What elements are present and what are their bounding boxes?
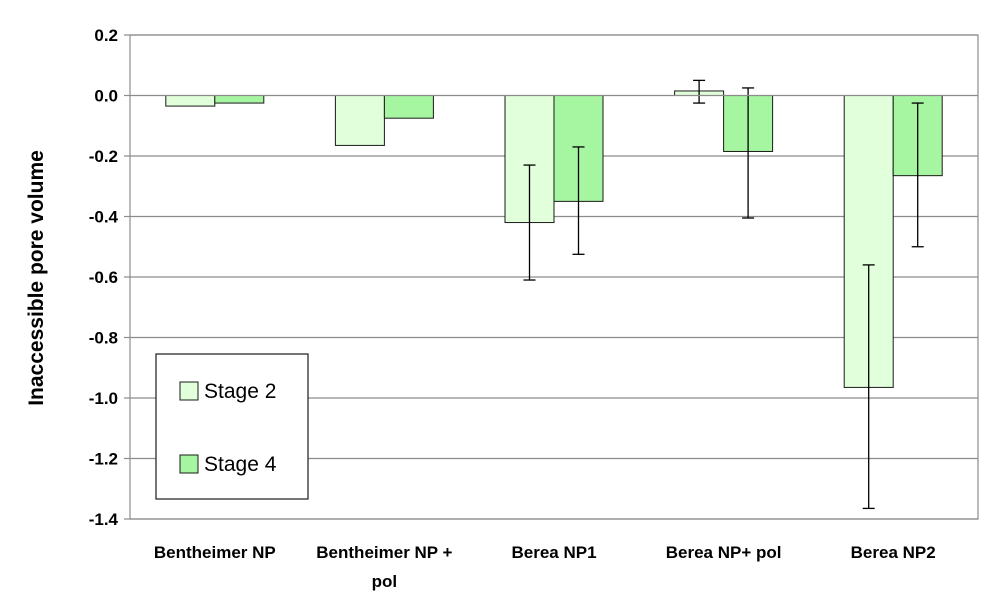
labels: 0.2 0.0 -0.2 -0.4 -0.6 -0.8 -1.0 -1.2 -1.4 Benthe… bbox=[89, 26, 936, 591]
bar-stage-4 bbox=[383, 95, 434, 119]
y-tick-label: -0.4 bbox=[89, 208, 119, 227]
axes bbox=[124, 34, 979, 520]
error-bar bbox=[742, 87, 755, 219]
y-tick-label: -1.4 bbox=[89, 510, 119, 529]
error-bar bbox=[523, 164, 536, 281]
y-tick-label: -0.2 bbox=[89, 147, 118, 166]
x-category-label: Berea NP2 bbox=[851, 543, 936, 562]
legend-swatch bbox=[179, 454, 199, 474]
y-tick-label: 0.2 bbox=[94, 26, 118, 45]
error-bar bbox=[862, 264, 875, 510]
legend: Stage 2 Stage 4 bbox=[155, 353, 309, 500]
legend-label: Stage 2 bbox=[204, 380, 276, 403]
error-bar bbox=[572, 146, 585, 255]
bars bbox=[165, 90, 943, 388]
y-tick-label: 0.0 bbox=[94, 87, 118, 106]
legend-swatch bbox=[179, 381, 199, 401]
x-category-label: Berea NP1 bbox=[511, 543, 596, 562]
legend-box bbox=[155, 353, 309, 500]
y-axis-title: Inaccessible pore volume bbox=[25, 150, 48, 406]
x-category-label: Berea NP+ pol bbox=[666, 543, 782, 562]
y-tick-label: -1.0 bbox=[89, 389, 118, 408]
error-bar bbox=[693, 79, 706, 104]
y-tick-label: -0.8 bbox=[89, 329, 118, 348]
bar-stage-2 bbox=[334, 95, 385, 146]
error-bar bbox=[911, 102, 924, 248]
bar-stage-2 bbox=[165, 95, 216, 107]
legend-label: Stage 4 bbox=[204, 453, 277, 476]
bar-stage-4 bbox=[214, 95, 265, 104]
plot-frame bbox=[129, 34, 979, 520]
y-tick-label: -0.6 bbox=[89, 268, 118, 287]
error-bars bbox=[130, 79, 978, 510]
x-category-label: Bentheimer NP bbox=[154, 543, 276, 562]
y-tick-label: -1.2 bbox=[89, 450, 118, 469]
x-category-label: Bentheimer NP + pol bbox=[316, 543, 452, 591]
